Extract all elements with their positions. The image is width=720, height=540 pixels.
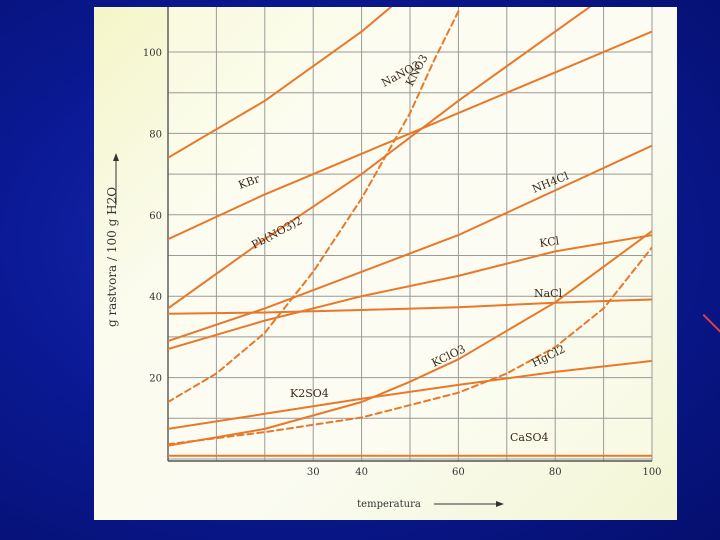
y-tick-label: 40 (149, 292, 162, 303)
x-tick-label: 40 (355, 467, 368, 478)
series-line-nacl (168, 298, 652, 315)
y-tick-label: 60 (149, 211, 162, 222)
series-group (168, 7, 652, 457)
y-tick-label: 80 (149, 129, 162, 140)
series-line-hgcl2 (168, 246, 652, 446)
x-tick-label: 30 (307, 467, 320, 478)
y-tick-label: 20 (149, 374, 162, 385)
curve-label-kcl: KCl (539, 234, 561, 250)
series-line-nano3 (168, 7, 393, 159)
y-axis-arrow-head (113, 153, 119, 161)
series-line-pbno32 (168, 7, 592, 310)
x-tick-label: 100 (642, 467, 661, 478)
x-axis-arrow-head (496, 501, 504, 507)
y-tick-label: 100 (143, 48, 162, 59)
curve-label-k2so4: K2SO4 (290, 387, 329, 400)
x-tick-label: 80 (549, 467, 562, 478)
x-axis-label: temperatura (357, 499, 421, 510)
grid (167, 7, 653, 462)
curve-label-nacl: NaCl (534, 287, 563, 300)
series-line-kclo3 (168, 230, 652, 447)
x-tick-label: 60 (452, 467, 465, 478)
series-line-kbr (168, 30, 652, 241)
accent-stroke (702, 314, 720, 334)
series-line-kcl (168, 234, 652, 351)
series-line-k2so4 (168, 359, 652, 430)
chart-card: 20 40 60 80 100 30 40 60 80 100 NaNO3 KNO3 KBr Pb(NO3… (94, 7, 677, 520)
series-line-nh4cl (168, 144, 652, 342)
series-line-kno3 (168, 10, 460, 403)
curve-label-caso4: CaSO4 (510, 431, 549, 444)
y-axis-label: g rastvora / 100 g H2O (105, 187, 119, 327)
